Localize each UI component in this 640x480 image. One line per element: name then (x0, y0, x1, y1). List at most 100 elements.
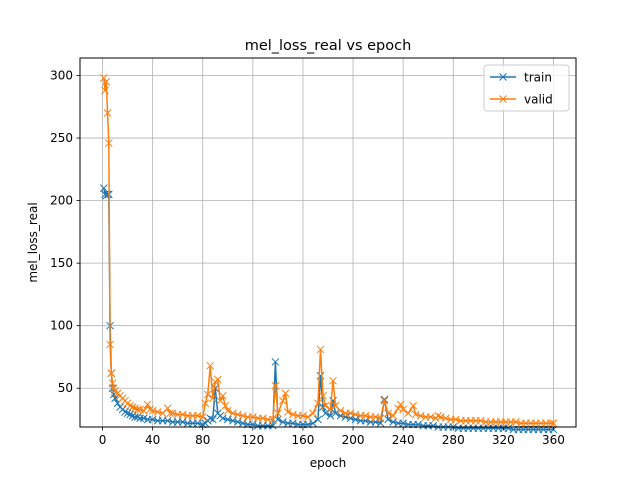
x-tick-label: 280 (442, 433, 465, 447)
data-point-train (228, 416, 237, 425)
data-point-valid (314, 399, 322, 408)
data-point-valid (126, 401, 134, 410)
data-point-valid (201, 399, 210, 408)
data-point-train (321, 409, 330, 418)
data-point-valid (274, 409, 282, 418)
data-point-valid (299, 411, 307, 420)
legend-label-train: train (524, 71, 552, 85)
x-tick-label: 80 (195, 433, 210, 447)
data-point-valid (178, 410, 187, 419)
data-point-valid (336, 406, 345, 415)
data-point-valid (107, 369, 116, 378)
data-point-valid (143, 400, 152, 409)
x-axis-ticks: 0 40 80 120 160 200 240 280 320 360 (99, 427, 565, 447)
data-point-valid (411, 410, 420, 419)
data-point-valid (376, 414, 385, 423)
data-point-valid (384, 409, 392, 418)
data-point-valid (259, 414, 267, 423)
y-tick-label: 250 (50, 131, 73, 145)
data-point-valid (269, 415, 277, 424)
data-point-valid (233, 410, 242, 419)
y-tick-label: 300 (50, 69, 73, 83)
data-point-valid (128, 403, 137, 411)
data-point-valid (409, 401, 418, 410)
data-point-valid (361, 411, 370, 420)
data-point-valid (153, 408, 162, 416)
data-point-valid (549, 419, 558, 428)
data-point-valid (434, 411, 443, 420)
data-point-train (193, 419, 202, 428)
data-point-train (121, 408, 129, 416)
data-point-train (206, 414, 215, 423)
data-point-valid (329, 376, 337, 385)
data-point-valid (223, 406, 232, 415)
chart-title: mel_loss_real vs epoch (245, 38, 412, 54)
data-point-train (223, 415, 232, 424)
y-tick-label: 50 (58, 381, 73, 395)
data-point-valid (399, 405, 408, 414)
series-layer (99, 74, 558, 434)
data-point-valid (289, 410, 297, 419)
data-point-valid (279, 396, 287, 405)
data-point-valid (102, 77, 111, 86)
data-point-valid (166, 409, 175, 418)
y-tick-label: 100 (50, 319, 73, 333)
data-point-valid (512, 418, 520, 426)
data-point-valid (109, 384, 118, 393)
data-point-train (99, 184, 108, 192)
legend: train valid (483, 64, 570, 112)
data-point-train (389, 418, 397, 426)
data-point-train (326, 411, 335, 420)
data-point-train (504, 424, 513, 433)
legend-label-valid: valid (524, 93, 553, 107)
data-point-train (279, 418, 287, 426)
x-tick-label: 120 (241, 433, 264, 447)
x-tick-label: 0 (99, 433, 107, 447)
data-point-valid (101, 86, 109, 95)
data-point-valid (203, 390, 212, 399)
data-point-valid (346, 409, 355, 418)
data-point-valid (238, 411, 247, 420)
axes-frame (79, 57, 577, 428)
data-point-valid (248, 413, 257, 421)
data-point-valid (140, 406, 148, 415)
data-point-valid (426, 413, 435, 421)
data-point-valid (148, 406, 157, 415)
data-point-train (309, 419, 317, 428)
y-tick-label: 150 (50, 256, 73, 270)
x-axis-label: epoch (310, 456, 347, 470)
data-point-valid (99, 74, 108, 82)
y-tick-label: 200 (50, 194, 73, 208)
data-point-valid (389, 411, 397, 420)
data-point-train (178, 418, 187, 426)
data-point-valid (547, 419, 555, 428)
data-point-valid (326, 405, 335, 414)
data-point-valid (206, 361, 215, 370)
data-point-train (429, 421, 438, 430)
data-point-valid (436, 413, 445, 421)
legend-marker-train (499, 73, 507, 81)
data-point-valid (284, 408, 292, 416)
data-point-valid (271, 381, 280, 390)
x-tick-label: 360 (542, 433, 565, 447)
data-point-valid (104, 139, 113, 147)
data-point-valid (316, 345, 325, 354)
data-point-train (399, 419, 408, 428)
data-point-train (269, 421, 277, 430)
data-point-valid (193, 411, 202, 420)
data-point-valid (451, 415, 460, 424)
data-point-train (111, 394, 119, 403)
data-point-valid (208, 394, 217, 403)
x-tick-label: 240 (392, 433, 415, 447)
data-point-train (126, 410, 134, 419)
legend-marker-valid (499, 95, 507, 103)
data-point-valid (108, 379, 117, 388)
data-point-valid (228, 409, 237, 418)
data-point-valid (133, 405, 142, 414)
data-point-valid (396, 400, 405, 409)
x-tick-label: 200 (342, 433, 365, 447)
data-point-valid (441, 414, 450, 423)
data-point-train (128, 411, 137, 420)
data-point-train (211, 384, 220, 393)
data-point-train (218, 414, 227, 423)
